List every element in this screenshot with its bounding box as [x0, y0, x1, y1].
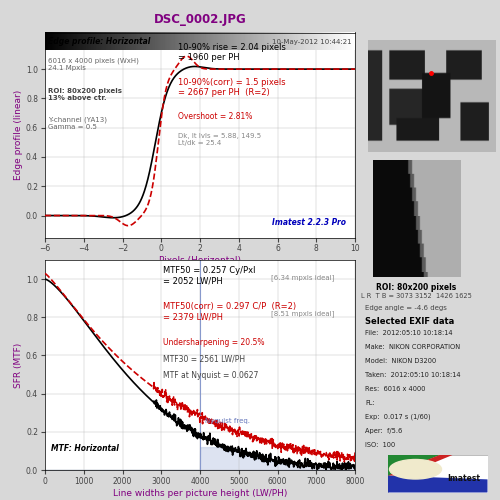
Polygon shape	[388, 455, 440, 475]
Text: Make:  NIKON CORPORATION: Make: NIKON CORPORATION	[365, 344, 460, 350]
Text: Taken:  2012:05:10 10:18:14: Taken: 2012:05:10 10:18:14	[365, 372, 460, 378]
Text: ROI: 80x200 pixels
13% above ctr.: ROI: 80x200 pixels 13% above ctr.	[48, 88, 122, 101]
Text: MTF at Nyquist = 0.0627: MTF at Nyquist = 0.0627	[163, 372, 258, 380]
Text: Exp:  0.017 s (1/60): Exp: 0.017 s (1/60)	[365, 414, 430, 420]
Text: ROI: 80x200 pixels: ROI: 80x200 pixels	[376, 282, 456, 292]
Text: [8.51 mpxls ideal]: [8.51 mpxls ideal]	[272, 310, 334, 317]
Polygon shape	[388, 455, 452, 475]
Text: 10-May-2012 10:44:21: 10-May-2012 10:44:21	[272, 38, 352, 44]
Polygon shape	[388, 476, 488, 492]
Text: Selected EXIF data: Selected EXIF data	[365, 318, 454, 326]
Text: Y-channel (YA13)
Gamma = 0.5: Y-channel (YA13) Gamma = 0.5	[48, 116, 107, 130]
Text: MTF: Horizontal: MTF: Horizontal	[51, 444, 119, 453]
Text: File:  2012:05:10 10:18:14: File: 2012:05:10 10:18:14	[365, 330, 452, 336]
Text: MTF50 = 0.257 Cy/Pxl
= 2052 LW/PH: MTF50 = 0.257 Cy/Pxl = 2052 LW/PH	[163, 266, 256, 285]
Text: ISO:  100: ISO: 100	[365, 442, 395, 448]
Text: Undersharpening = 20.5%: Undersharpening = 20.5%	[163, 338, 264, 346]
Text: Model:  NIKON D3200: Model: NIKON D3200	[365, 358, 436, 364]
Text: Imatest 2.2.3 Pro: Imatest 2.2.3 Pro	[272, 218, 345, 227]
Text: 10-90% rise = 2.04 pixels
= 1960 per PH: 10-90% rise = 2.04 pixels = 1960 per PH	[178, 43, 286, 62]
X-axis label: Line widths per picture height (LW/PH): Line widths per picture height (LW/PH)	[113, 488, 287, 498]
Text: FL:: FL:	[365, 400, 374, 406]
Text: 10-90%(corr) = 1.5 pixels
= 2667 per PH  (R=2): 10-90%(corr) = 1.5 pixels = 2667 per PH …	[178, 78, 286, 97]
Y-axis label: SFR (MTF): SFR (MTF)	[14, 342, 23, 388]
Text: MTF30 = 2561 LW/PH: MTF30 = 2561 LW/PH	[163, 354, 245, 364]
Text: Aper:  f/5.6: Aper: f/5.6	[365, 428, 402, 434]
Text: Nyquist freq.: Nyquist freq.	[204, 418, 250, 424]
Text: Imatest: Imatest	[448, 474, 480, 483]
Text: Edge angle = -4.6 degs: Edge angle = -4.6 degs	[365, 305, 447, 311]
Text: Dk, lt lvls = 5.88, 149.5
Lt/dk = 25.4: Dk, lt lvls = 5.88, 149.5 Lt/dk = 25.4	[178, 133, 262, 146]
Text: Edge profile: Horizontal: Edge profile: Horizontal	[48, 36, 150, 46]
Text: [6.34 mpxls ideal]: [6.34 mpxls ideal]	[272, 274, 334, 281]
Text: 6016 x 4000 pixels (WxH)
24.1 Mpxls: 6016 x 4000 pixels (WxH) 24.1 Mpxls	[48, 57, 139, 70]
Y-axis label: Edge profile (linear): Edge profile (linear)	[14, 90, 23, 180]
Text: Overshoot = 2.81%: Overshoot = 2.81%	[178, 112, 252, 122]
Text: Res:  6016 x 4000: Res: 6016 x 4000	[365, 386, 426, 392]
Circle shape	[390, 460, 442, 479]
Text: MTF50(corr) = 0.297 C/P  (R=2)
= 2379 LW/PH: MTF50(corr) = 0.297 C/P (R=2) = 2379 LW/…	[163, 302, 296, 322]
X-axis label: Pixels (Horizontal): Pixels (Horizontal)	[159, 256, 241, 265]
Text: L R  T B = 3073 3152  1426 1625: L R T B = 3073 3152 1426 1625	[360, 292, 472, 298]
Text: DSC_0002.JPG: DSC_0002.JPG	[154, 12, 246, 26]
